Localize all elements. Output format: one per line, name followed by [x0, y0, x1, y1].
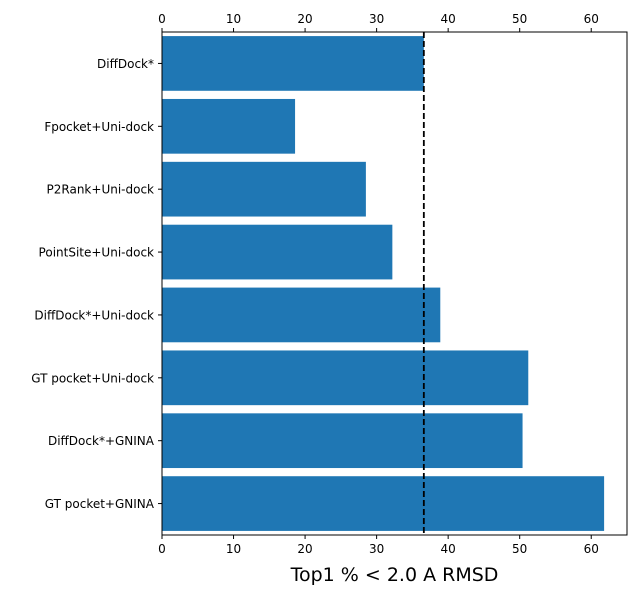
category-label: Fpocket+Uni-dock	[44, 120, 154, 134]
bar	[162, 287, 441, 343]
x-tick-label: 10	[226, 542, 241, 556]
x-tick-label: 20	[297, 542, 312, 556]
category-label: P2Rank+Uni-dock	[47, 183, 155, 197]
bar	[162, 161, 366, 217]
category-labels: DiffDock* Fpocket+Uni-dock P2Rank+Uni-dock…	[31, 57, 162, 511]
category-label: PointSite+Uni-dock	[39, 246, 154, 260]
x-tick-label-top: 40	[441, 12, 456, 26]
x-tick-label-top: 20	[297, 12, 312, 26]
x-tick-label: 40	[441, 542, 456, 556]
x-ticks-bottom: 0 10 20 30 40 50 60	[158, 535, 599, 556]
bar	[162, 224, 393, 280]
x-tick-label-top: 0	[158, 12, 166, 26]
category-label: DiffDock*	[97, 57, 154, 71]
x-tick-label-top: 50	[512, 12, 527, 26]
x-tick-label: 60	[584, 542, 599, 556]
bars-group	[162, 36, 605, 531]
x-axis-label: Top1 % < 2.0 A RMSD	[290, 564, 499, 586]
category-label: GT pocket+Uni-dock	[31, 371, 154, 385]
x-tick-label-top: 60	[584, 12, 599, 26]
x-tick-label: 0	[158, 542, 166, 556]
category-label: DiffDock*+Uni-dock	[34, 308, 154, 322]
bar	[162, 98, 296, 154]
category-label: DiffDock*+GNINA	[48, 434, 155, 448]
x-ticks-top: 0 10 20 30 40 50 60	[158, 12, 599, 32]
bar	[162, 350, 529, 406]
category-label: GT pocket+GNINA	[45, 497, 155, 511]
x-tick-label: 30	[369, 542, 384, 556]
x-tick-label-top: 30	[369, 12, 384, 26]
bar	[162, 476, 605, 531]
x-tick-label-top: 10	[226, 12, 241, 26]
x-tick-label: 50	[512, 542, 527, 556]
bar	[162, 36, 424, 91]
bar	[162, 413, 523, 469]
plot-frame	[161, 31, 628, 536]
